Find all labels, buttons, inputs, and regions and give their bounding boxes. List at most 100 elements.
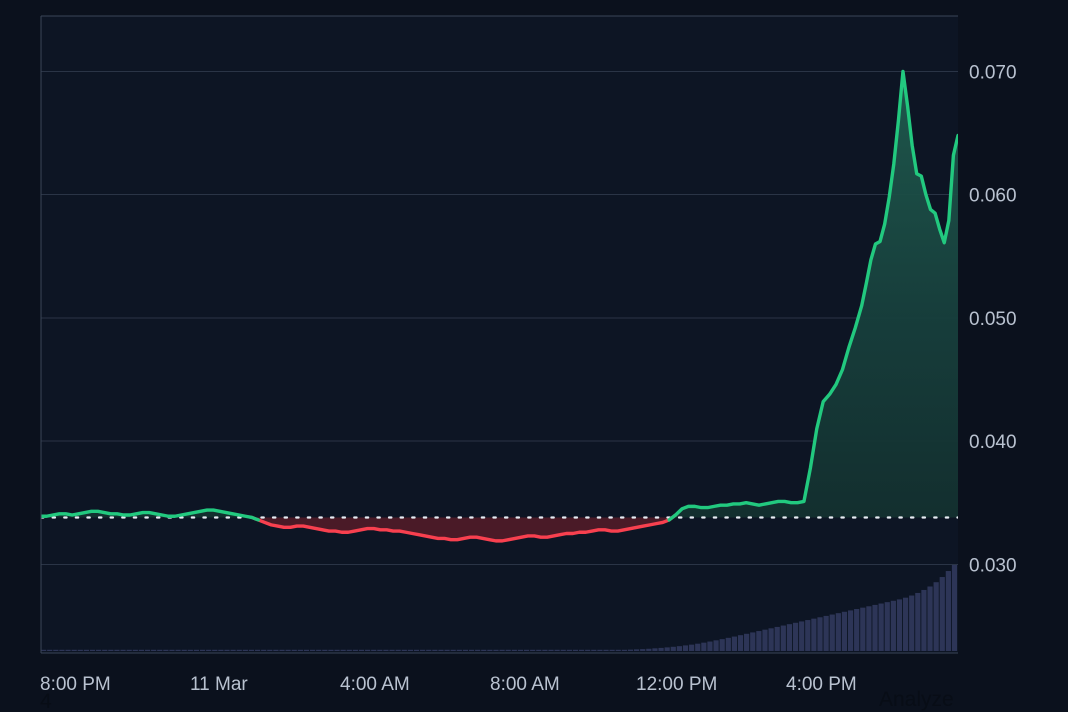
volume-bar [89, 649, 96, 651]
volume-bar [438, 649, 444, 651]
volume-bar [444, 649, 450, 651]
y-tick-label: 0.050 [969, 309, 1017, 330]
volume-bar [358, 649, 365, 651]
volume-bar [854, 609, 860, 651]
volume-bar [114, 649, 120, 651]
volume-bar [713, 640, 719, 651]
volume-bar [426, 649, 432, 651]
volume-bar [572, 649, 579, 651]
volume-bar [267, 649, 273, 651]
volume-bar [866, 606, 872, 651]
volume-bar [701, 642, 707, 651]
volume-bar [780, 625, 786, 651]
volume-bar [939, 577, 945, 651]
volume-bar [505, 649, 511, 651]
volume-bar [395, 649, 401, 651]
volume-bar [829, 614, 835, 651]
volume-bar [493, 649, 499, 651]
x-tick-label: 12:00 PM [636, 674, 717, 695]
volume-bar [762, 629, 768, 651]
volume-bar [126, 649, 132, 651]
volume-bar [432, 649, 438, 651]
volume-bar [921, 589, 927, 651]
volume-bar [566, 649, 572, 651]
volume-bar [621, 649, 627, 651]
volume-bar [554, 649, 560, 651]
volume-bar [578, 649, 585, 651]
volume-bar [523, 649, 530, 651]
volume-bar [420, 649, 426, 651]
volume-bar [689, 644, 695, 651]
volume-bar [334, 649, 340, 651]
volume-bar [719, 639, 725, 651]
volume-bar [945, 571, 951, 651]
y-axis-labels: 0.030 0.040 0.050 0.060 0.070 [969, 62, 1017, 576]
volume-bar [303, 649, 310, 651]
y-gridlines [41, 70, 958, 565]
volume-bar [175, 649, 181, 651]
y-tick-label: 0.030 [969, 555, 1017, 576]
volume-bar [254, 649, 261, 651]
plot-background [41, 16, 958, 653]
volume-bar [511, 649, 517, 651]
volume-bar [927, 586, 933, 651]
volume-bar [468, 649, 475, 651]
volume-bar [725, 637, 731, 651]
volume-bar [542, 649, 548, 651]
volume-bar [163, 649, 169, 651]
volume-bar [750, 632, 756, 651]
volume-bar [316, 649, 322, 651]
volume-bar [615, 649, 621, 651]
volume-bar [157, 649, 163, 651]
volume-bar [187, 649, 193, 651]
volume-bar [248, 649, 255, 651]
volume-bar [53, 649, 59, 651]
volume-bar [346, 649, 352, 651]
volume-bar [285, 649, 291, 651]
volume-bar [682, 645, 689, 651]
volume-bar [371, 649, 377, 651]
volume-bar [756, 631, 762, 651]
volume-bar [77, 649, 83, 651]
volume-bar [652, 648, 658, 651]
volume-bar [144, 649, 151, 651]
volume-bar [242, 649, 248, 651]
volume-bar [670, 646, 676, 651]
volume-bar [102, 649, 108, 651]
price-line-down [250, 513, 678, 543]
volume-bar [902, 597, 909, 651]
volume-bar [890, 600, 896, 651]
volume-bar [475, 649, 481, 651]
price-area-up [41, 71, 958, 520]
volume-bar [627, 649, 634, 651]
volume-bar [872, 604, 878, 651]
volume-bar [340, 649, 346, 651]
volume-bar [847, 610, 854, 651]
volume-bar [860, 607, 866, 651]
volume-bar [401, 649, 407, 651]
volume-bar [120, 649, 126, 651]
y-tick-label: 0.060 [969, 186, 1017, 207]
volume-bar [487, 649, 493, 651]
x-tick-label: 4:00 AM [340, 674, 410, 695]
volume-bar [138, 649, 145, 651]
volume-bar [786, 624, 793, 651]
volume-bar [731, 636, 738, 651]
volume-bar [933, 582, 939, 651]
volume-bar [83, 649, 89, 651]
volume-bar [169, 649, 175, 651]
volume-bar [297, 649, 303, 651]
volume-bar [279, 649, 285, 651]
volume-bar [835, 613, 841, 651]
volume-bar [658, 647, 664, 651]
volume-bar [193, 649, 200, 651]
price-area-down [251, 515, 676, 541]
volume-bar [96, 649, 102, 651]
overflow-bottom-right-label: Analyze [879, 688, 954, 711]
volume-bar [273, 649, 279, 651]
overflow-bottom-left-label: 4 [40, 690, 52, 712]
volume-bar [737, 635, 744, 651]
volume-bar [591, 649, 597, 651]
volume-bar [597, 649, 603, 651]
